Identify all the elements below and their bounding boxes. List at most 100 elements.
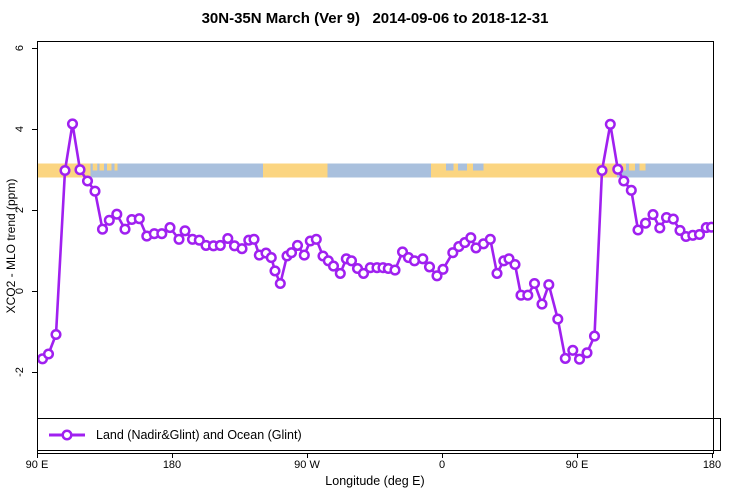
data-point [647,209,659,221]
data-point [588,330,601,342]
data-point [334,267,346,279]
data-point [222,232,234,245]
island-dash [629,163,635,171]
data-point [156,228,168,240]
island-dash [114,163,118,171]
data-point [74,164,86,176]
y-tick-label: 6 [14,44,26,52]
x-axis-title: Longitude (deg E) [325,474,425,488]
data-point [66,118,79,130]
plot-canvas [38,118,713,365]
y-axis-title: XCO2 - MLO trend (ppm) [4,178,18,314]
data-point [528,277,541,290]
data-point [423,261,436,273]
data-point [705,221,713,233]
data-point [310,233,322,245]
y-tick-label: 2 [14,206,26,214]
island-dash [99,163,104,171]
y-tick-label: -2 [14,367,26,377]
island-dash [92,163,98,171]
data-point [96,223,109,235]
island-dash [621,163,626,171]
data-point [89,185,101,197]
x-tick-mark [711,453,713,458]
y-tick-mark [32,47,37,49]
data-point [269,265,281,277]
data-point [173,233,185,245]
legend-marker-icon [49,428,85,441]
data-point [103,214,115,226]
data-point [164,222,176,234]
data-point [654,222,666,234]
data-point [618,175,630,187]
data-point [119,223,131,235]
data-point [573,353,586,365]
data-point [639,217,652,229]
data-point [265,252,277,264]
data-point [291,239,304,251]
data-point [357,267,370,279]
data-point [509,258,521,271]
data-point [559,352,571,364]
data-point [437,263,449,275]
data-point [274,277,286,290]
legend: Land (Nadir&Glint) and Ocean (Glint) [37,418,721,451]
y-tick-mark [32,128,37,130]
data-point [248,233,260,245]
x-tick-label: 180 [162,459,182,471]
data-point [581,347,593,359]
data-point [465,232,477,244]
data-point [536,298,548,310]
data-point [596,164,608,177]
x-tick-label: 90 E [25,459,49,471]
data-point [236,243,248,255]
land-band-segment [263,163,328,178]
data-point [59,164,71,177]
data-point [693,228,706,241]
island-dash [107,163,112,171]
y-tick-mark [32,371,37,373]
y-tick-mark [32,290,37,292]
data-point [604,118,616,130]
x-tick-mark [441,453,443,458]
y-tick-mark [32,209,37,211]
data-line [41,122,713,361]
legend-label: Land (Nadir&Glint) and Ocean (Glint) [96,427,302,442]
x-tick-mark [576,453,578,458]
sea-dash [446,163,454,171]
sea-dash [458,163,467,171]
sea-dash [473,163,484,171]
y-tick-label: 4 [14,125,26,133]
x-tick-mark [306,453,308,458]
data-point [543,279,555,291]
data-point [417,253,429,265]
data-point [345,255,358,267]
data-point [298,249,310,261]
data-point [612,163,624,175]
x-tick-mark [171,453,173,458]
data-point [214,239,226,251]
data-point [431,270,443,282]
data-point [552,313,564,325]
x-tick-label: 180 [702,459,722,471]
x-tick-label: 90 W [294,459,320,471]
data-point [285,247,298,259]
data-point [491,267,503,279]
data-point [327,260,340,272]
x-tick-label: 0 [438,459,446,471]
data-point [484,233,496,245]
chart-title: 30N-35N March (Ver 9) 2014-09-06 to 2018… [201,10,549,27]
data-point [179,225,191,237]
y-tick-label: 0 [14,287,26,295]
island-dash [639,163,646,171]
data-point [50,328,62,341]
data-point [567,344,579,356]
x-tick-label: 90 E [565,459,589,471]
data-point [133,213,145,225]
x-tick-mark [36,453,38,458]
plot-area [37,41,714,454]
data-point [632,224,644,236]
data-point [111,208,123,220]
data-point [42,348,55,360]
